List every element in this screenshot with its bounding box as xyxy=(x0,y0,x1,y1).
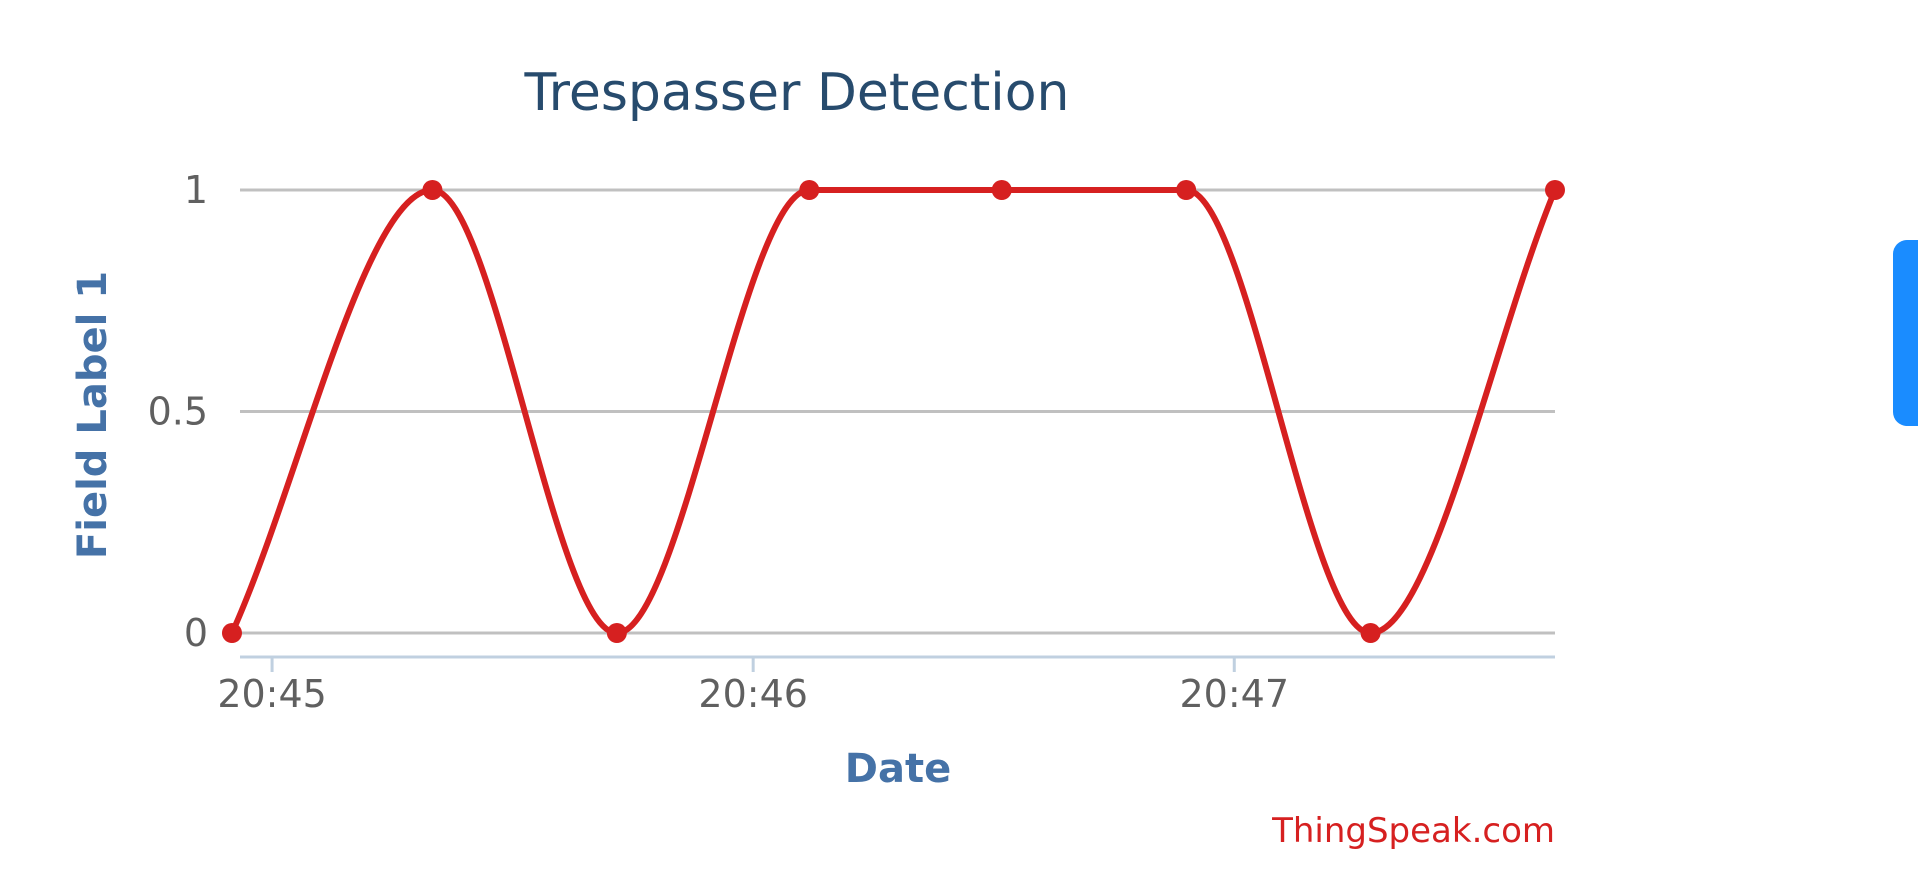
x-tick-label: 20:46 xyxy=(698,672,808,716)
x-axis-ticks xyxy=(270,657,1236,672)
data-point[interactable] xyxy=(1360,623,1381,643)
y-tick-label: 0.5 xyxy=(148,390,208,434)
data-point[interactable] xyxy=(422,180,443,200)
y-axis-title: Field Label 1 xyxy=(70,271,116,559)
gridlines xyxy=(240,188,1555,635)
data-point[interactable] xyxy=(606,623,627,643)
data-point[interactable] xyxy=(1176,180,1197,200)
credit-link[interactable]: ThingSpeak.com xyxy=(1271,811,1555,851)
y-tick-label: 1 xyxy=(184,168,208,212)
x-axis-title: Date xyxy=(845,746,951,792)
side-panel-tab[interactable] xyxy=(1893,240,1918,426)
data-point[interactable] xyxy=(991,180,1012,200)
data-point[interactable] xyxy=(221,623,242,643)
data-point[interactable] xyxy=(799,180,820,200)
x-axis-tick-labels: 20:45 20:46 20:47 xyxy=(217,672,1289,716)
x-tick-label: 20:45 xyxy=(217,672,327,716)
y-axis-tick-labels: 00.51 xyxy=(148,168,208,655)
data-point[interactable] xyxy=(1545,180,1565,200)
x-tick-label: 20:47 xyxy=(1180,672,1290,716)
data-points xyxy=(221,180,1565,643)
y-tick-label: 0 xyxy=(184,611,208,655)
chart-title: Trespasser Detection xyxy=(523,63,1069,123)
